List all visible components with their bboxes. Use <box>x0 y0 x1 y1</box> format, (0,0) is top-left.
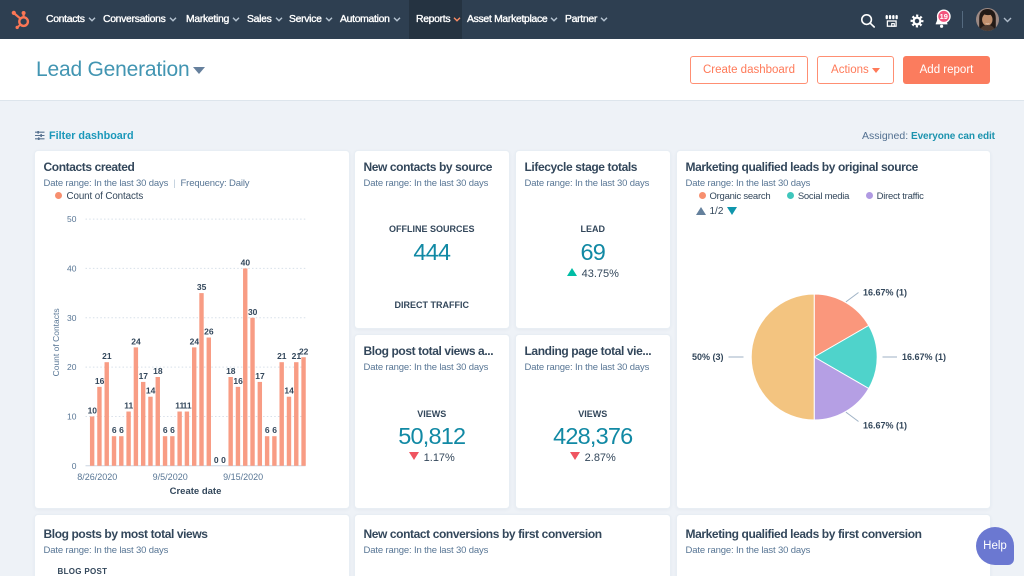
svg-text:0: 0 <box>71 460 76 470</box>
svg-text:16: 16 <box>233 375 243 385</box>
svg-text:10: 10 <box>67 411 77 421</box>
svg-text:0: 0 <box>213 454 218 464</box>
svg-text:6: 6 <box>272 425 277 435</box>
svg-text:16.67% (1): 16.67% (1) <box>902 352 946 362</box>
svg-text:9/5/2020: 9/5/2020 <box>152 471 187 481</box>
svg-text:20: 20 <box>67 362 77 372</box>
svg-text:30: 30 <box>67 312 77 322</box>
svg-text:18: 18 <box>153 366 163 376</box>
svg-text:6: 6 <box>162 425 167 435</box>
svg-text:6: 6 <box>119 425 124 435</box>
svg-text:11: 11 <box>175 400 184 410</box>
svg-text:35: 35 <box>196 282 206 292</box>
svg-text:14: 14 <box>284 385 294 395</box>
svg-text:22: 22 <box>298 346 308 356</box>
svg-text:30: 30 <box>247 306 257 316</box>
svg-text:50% (3): 50% (3) <box>691 352 723 362</box>
svg-text:16: 16 <box>94 375 104 385</box>
svg-text:50: 50 <box>67 214 77 224</box>
svg-text:8/26/2020: 8/26/2020 <box>77 471 117 481</box>
svg-text:Create date: Create date <box>169 485 221 496</box>
svg-text:17: 17 <box>138 370 148 380</box>
svg-text:40: 40 <box>240 257 250 267</box>
svg-text:24: 24 <box>131 336 141 346</box>
svg-text:6: 6 <box>170 425 175 435</box>
svg-text:16.67% (1): 16.67% (1) <box>863 287 907 297</box>
svg-text:16.67% (1): 16.67% (1) <box>863 420 907 430</box>
svg-text:6: 6 <box>111 425 116 435</box>
svg-text:10: 10 <box>87 405 97 415</box>
svg-text:17: 17 <box>255 370 265 380</box>
svg-text:24: 24 <box>189 336 199 346</box>
svg-text:18: 18 <box>226 366 236 376</box>
svg-text:19: 19 <box>940 12 948 21</box>
svg-text:11: 11 <box>124 400 133 410</box>
svg-text:40: 40 <box>67 263 77 273</box>
svg-text:21: 21 <box>102 351 112 361</box>
svg-text:6: 6 <box>264 425 269 435</box>
svg-text:21: 21 <box>277 351 287 361</box>
svg-text:9/15/2020: 9/15/2020 <box>223 471 263 481</box>
svg-text:11: 11 <box>182 400 191 410</box>
svg-text:Count of Contacts: Count of Contacts <box>51 308 61 376</box>
svg-text:0: 0 <box>221 454 226 464</box>
svg-text:14: 14 <box>145 385 155 395</box>
svg-text:21: 21 <box>291 351 301 361</box>
svg-text:26: 26 <box>204 326 214 336</box>
